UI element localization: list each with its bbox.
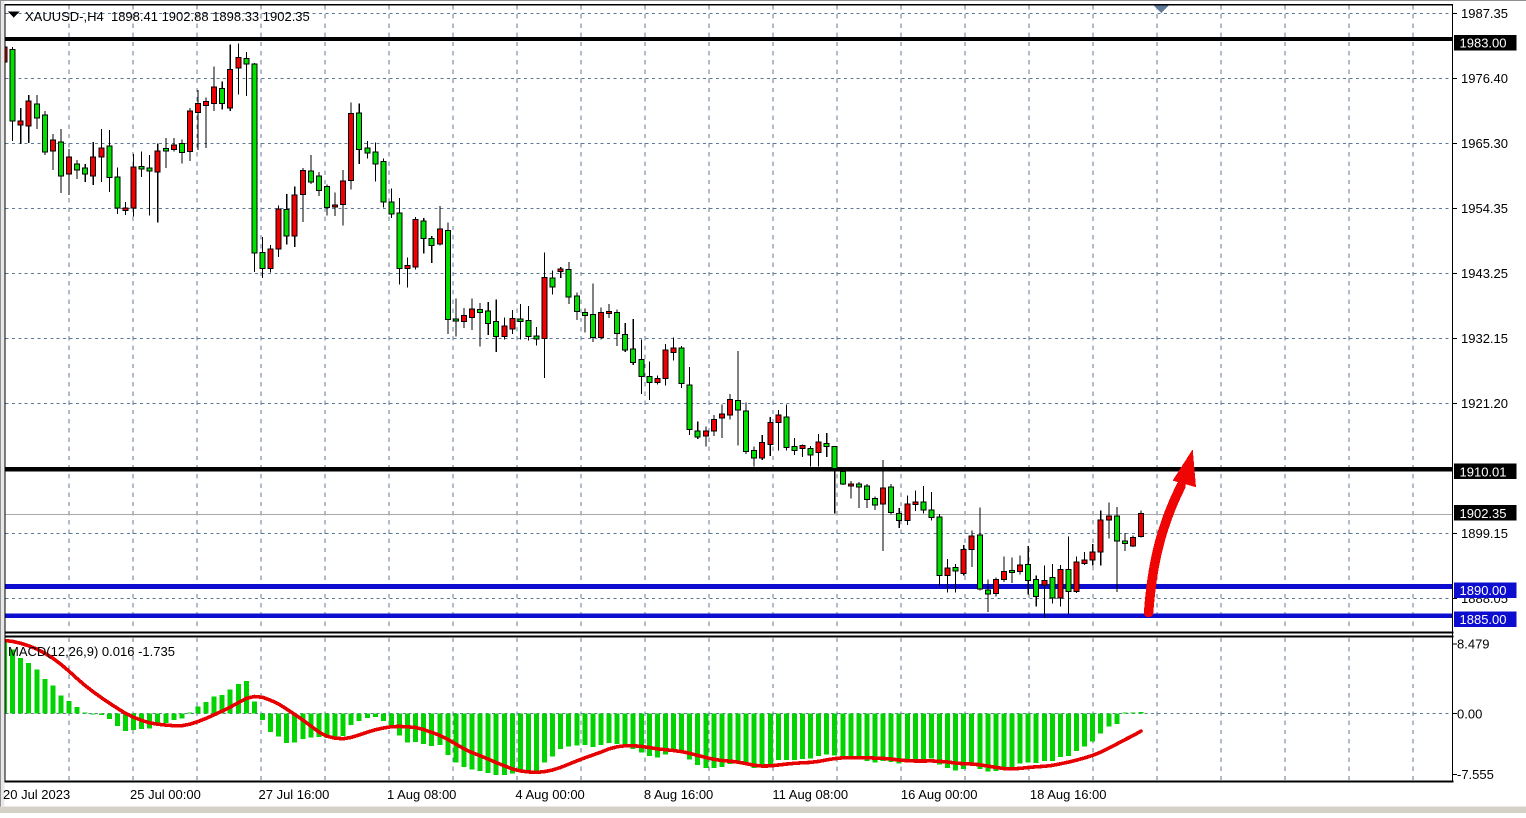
svg-text:MACD(12,26,9) 0.016 -1.735: MACD(12,26,9) 0.016 -1.735: [8, 644, 175, 659]
svg-text:1890.00: 1890.00: [1460, 583, 1507, 598]
svg-text:4 Aug 00:00: 4 Aug 00:00: [515, 787, 584, 802]
svg-text:1965.30: 1965.30: [1461, 136, 1508, 151]
svg-text:1902.35: 1902.35: [1460, 506, 1507, 521]
svg-text:20 Jul 2023: 20 Jul 2023: [3, 787, 70, 802]
svg-text:1954.35: 1954.35: [1461, 201, 1508, 216]
svg-text:1910.01: 1910.01: [1460, 464, 1507, 479]
svg-text:XAUUSD-,H4 1898.41 1902.88 18: XAUUSD-,H4 1898.41 1902.88 1898.33 1902.…: [25, 9, 310, 24]
svg-text:1932.15: 1932.15: [1461, 331, 1508, 346]
svg-text:0.00: 0.00: [1457, 706, 1482, 721]
svg-text:1983.00: 1983.00: [1460, 36, 1507, 51]
svg-text:1943.25: 1943.25: [1461, 266, 1508, 281]
svg-text:1 Aug 08:00: 1 Aug 08:00: [387, 787, 456, 802]
svg-text:18 Aug 16:00: 18 Aug 16:00: [1030, 787, 1107, 802]
svg-text:27 Jul 16:00: 27 Jul 16:00: [259, 787, 330, 802]
svg-text:1885.00: 1885.00: [1460, 612, 1507, 627]
svg-text:1976.40: 1976.40: [1461, 71, 1508, 86]
svg-text:1987.35: 1987.35: [1461, 6, 1508, 21]
svg-text:1921.20: 1921.20: [1461, 396, 1508, 411]
svg-text:8 Aug 16:00: 8 Aug 16:00: [644, 787, 713, 802]
svg-text:1899.15: 1899.15: [1461, 526, 1508, 541]
svg-text:-7.555: -7.555: [1457, 767, 1494, 782]
svg-text:8.479: 8.479: [1457, 637, 1490, 652]
svg-text:11 Aug 08:00: 11 Aug 08:00: [772, 787, 848, 802]
svg-text:16 Aug 00:00: 16 Aug 00:00: [901, 787, 978, 802]
svg-text:25 Jul 00:00: 25 Jul 00:00: [130, 787, 201, 802]
